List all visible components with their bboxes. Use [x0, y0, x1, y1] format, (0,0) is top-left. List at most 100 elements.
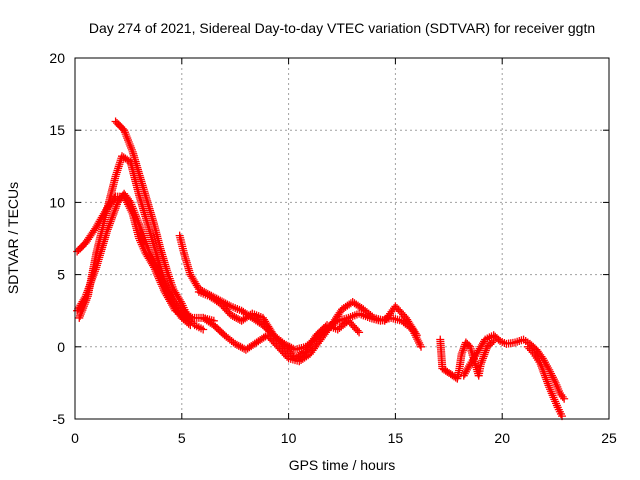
data-point: [159, 276, 168, 285]
data-point: [145, 247, 154, 256]
data-point: [234, 314, 243, 323]
data-point: [104, 223, 113, 232]
data-point: [355, 328, 364, 337]
data-point: [120, 128, 129, 137]
data-point: [158, 274, 167, 283]
data-point: [122, 132, 131, 141]
data-point: [547, 369, 556, 378]
x-tick-label: 10: [281, 430, 297, 446]
data-point: [228, 311, 237, 320]
data-point: [120, 126, 129, 135]
data-point: [107, 215, 116, 224]
data-point: [131, 210, 140, 219]
data-point: [417, 342, 426, 351]
data-point: [76, 311, 85, 320]
data-point: [136, 223, 145, 232]
data-point: [126, 198, 135, 207]
y-tick-label: 15: [49, 122, 65, 138]
data-point: [540, 369, 549, 378]
data-point: [88, 273, 97, 282]
data-point: [113, 200, 122, 209]
data-point: [85, 282, 94, 291]
data-point: [141, 237, 150, 246]
data-point: [230, 312, 239, 321]
data-point: [126, 141, 135, 150]
data-point: [536, 360, 545, 369]
data-point: [231, 339, 240, 348]
data-point: [480, 350, 489, 359]
data-point: [127, 200, 136, 209]
data-point: [142, 241, 151, 250]
data-point: [415, 338, 424, 347]
x-tick-label: 5: [178, 430, 186, 446]
y-tick-label: 10: [49, 194, 65, 210]
data-point: [139, 231, 148, 240]
data-point: [90, 267, 99, 276]
data-point: [544, 381, 553, 390]
data-point: [103, 227, 112, 236]
data-point: [132, 214, 141, 223]
data-point: [133, 216, 142, 225]
grid-lines: [75, 58, 609, 419]
data-point: [560, 394, 569, 403]
data-point: [458, 348, 467, 357]
data-point: [128, 204, 137, 213]
data-point: [477, 358, 486, 367]
data-point: [112, 202, 121, 211]
data-point: [543, 377, 552, 386]
data-point: [163, 268, 172, 277]
data-point: [75, 313, 84, 322]
data-point: [543, 379, 552, 388]
data-point: [232, 313, 241, 322]
data-point: [108, 213, 117, 222]
data-point: [127, 143, 136, 152]
data-point: [145, 248, 154, 257]
data-point: [146, 250, 155, 259]
data-point: [225, 301, 234, 310]
data-point: [156, 270, 165, 279]
data-point: [151, 261, 160, 270]
data-point: [138, 229, 147, 238]
data-point: [476, 360, 485, 369]
data-point: [226, 311, 235, 320]
data-point: [147, 252, 156, 261]
data-point: [137, 227, 146, 236]
data-point: [84, 284, 93, 293]
data-point: [108, 211, 117, 220]
data-point: [103, 225, 112, 234]
y-axis-label: SDTVAR / TECUs: [5, 182, 21, 294]
data-point: [142, 239, 151, 248]
data-point: [236, 342, 245, 351]
data-point: [238, 343, 247, 352]
data-point: [540, 371, 549, 380]
data-point: [140, 233, 149, 242]
data-point: [125, 139, 134, 148]
data-point: [143, 243, 152, 252]
data-point: [152, 263, 161, 272]
x-tick-label: 25: [601, 430, 617, 446]
data-point: [90, 269, 99, 278]
data-point: [353, 326, 362, 335]
data-point: [481, 346, 490, 355]
x-axis-label: GPS time / hours: [289, 457, 396, 473]
data-point: [157, 272, 166, 281]
data-point: [153, 265, 162, 274]
data-point: [135, 221, 144, 230]
data-point: [457, 350, 466, 359]
data-point: [83, 286, 92, 295]
chart-title: Day 274 of 2021, Sidereal Day-to-day VTE…: [89, 20, 595, 36]
y-tick-label: 20: [49, 50, 65, 66]
data-point: [479, 352, 488, 361]
x-tick-label: 15: [388, 430, 404, 446]
data-point: [459, 346, 468, 355]
data-point: [105, 219, 114, 228]
data-point: [83, 288, 92, 297]
data-point: [478, 356, 487, 365]
data-point: [199, 325, 208, 334]
data-point: [160, 279, 169, 288]
data-point: [80, 294, 89, 303]
data-point: [151, 259, 160, 268]
data-point: [148, 254, 157, 263]
data-point: [123, 134, 132, 143]
